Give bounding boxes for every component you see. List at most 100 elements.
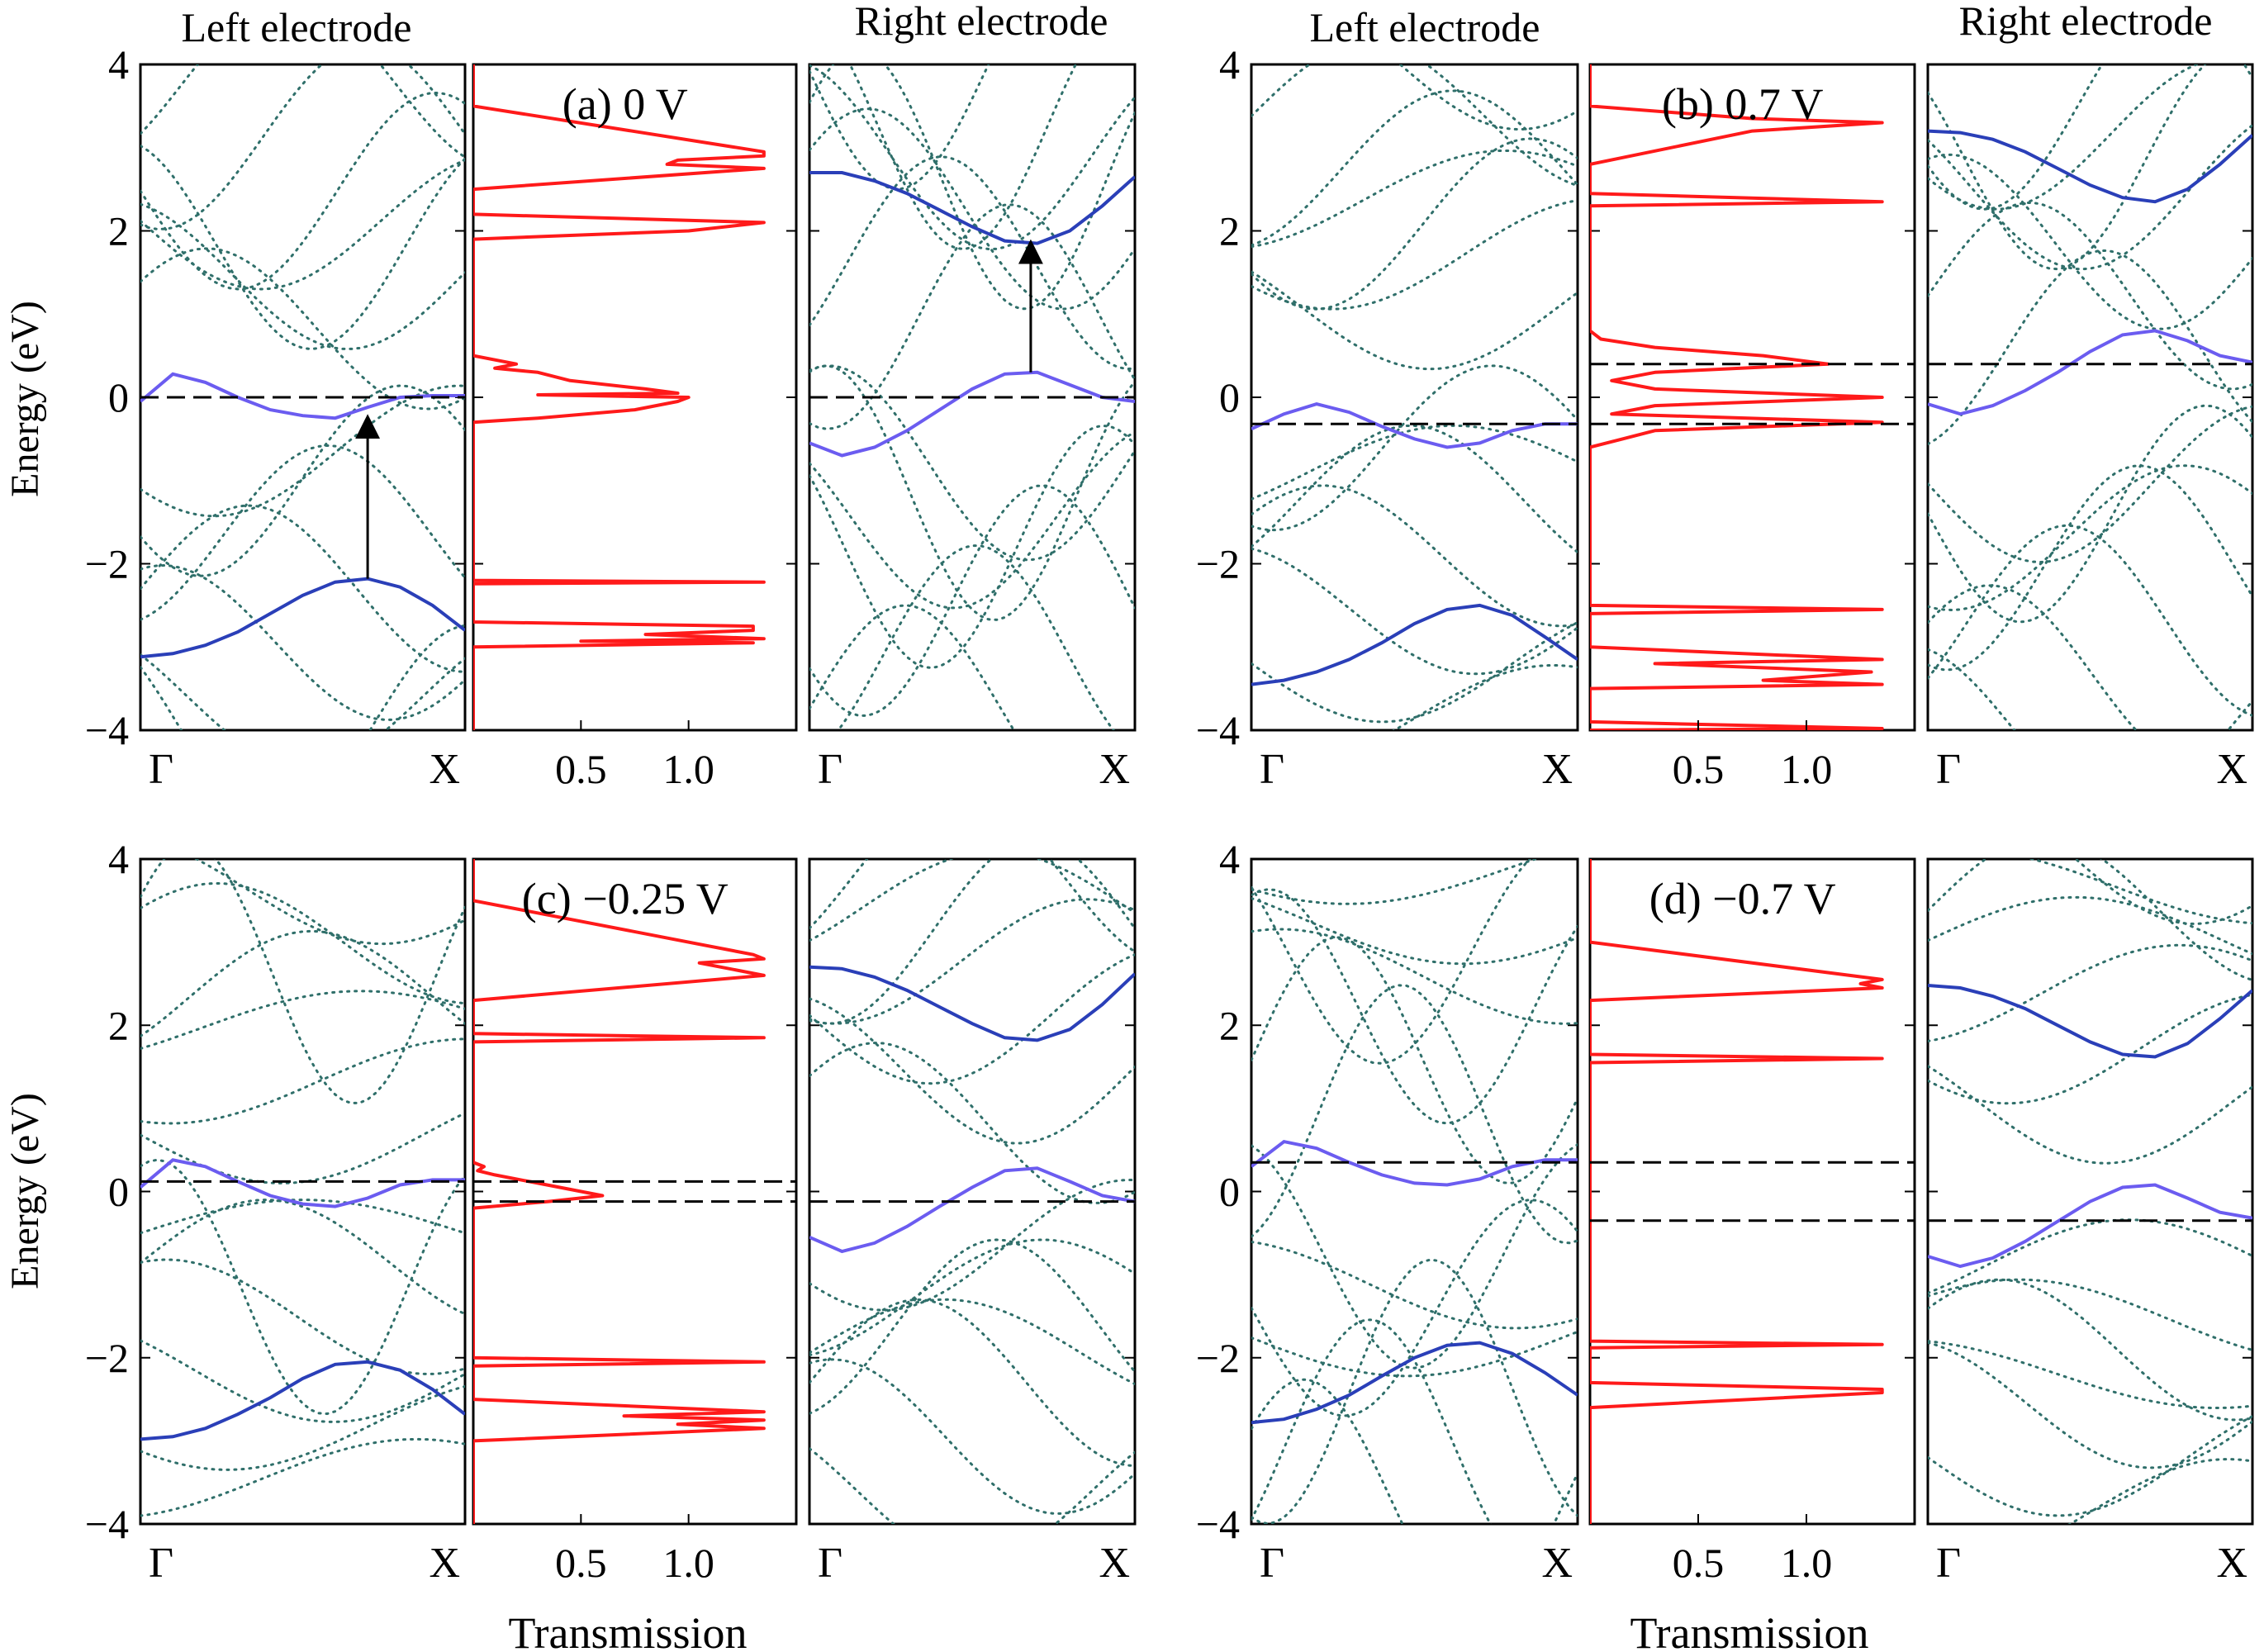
y-axis-label-top: Energy (eV) xyxy=(3,301,47,497)
band-lower-line xyxy=(1251,1341,1578,1425)
dotted-band-line xyxy=(809,1238,1135,1415)
dotted-band-line xyxy=(1928,1340,2252,1409)
dotted-band-line xyxy=(1251,149,1578,249)
band-plot-c-2 xyxy=(809,859,1135,1524)
energy-tick-label: 0 xyxy=(1219,1169,1240,1215)
dotted-band-line xyxy=(140,1437,465,1517)
dotted-band-line xyxy=(1251,424,1578,501)
k-tick-gamma: Γ xyxy=(818,1540,842,1587)
y-axis-label-bottom: Energy (eV) xyxy=(3,1093,47,1289)
dotted-band-line xyxy=(1251,859,1540,905)
dotted-band-line xyxy=(809,1298,1135,1468)
dotted-band-line xyxy=(1251,1378,1578,1524)
energy-tick-label: −4 xyxy=(85,707,129,753)
panel-title-c: (c) −0.25 V xyxy=(522,874,729,923)
panel-b-frame-0 xyxy=(1250,63,1579,732)
panel-c-frame-2 xyxy=(808,857,1137,1526)
left-electrode-title-ab-right: Left electrode xyxy=(1310,4,1540,50)
dotted-band-line xyxy=(1928,464,2252,672)
k-tick-gamma: Γ xyxy=(149,746,173,793)
dotted-band-line xyxy=(140,202,465,350)
dotted-band-line xyxy=(809,859,1135,953)
energy-tick-label: −2 xyxy=(85,1335,129,1381)
dotted-band-line xyxy=(848,64,1077,251)
dotted-band-line xyxy=(809,364,1135,621)
energy-tick-label: 2 xyxy=(1219,1002,1240,1048)
band-plot-c-0 xyxy=(140,859,465,1517)
energy-tick-label: −2 xyxy=(85,541,129,587)
dotted-band-line xyxy=(1251,1241,1578,1330)
band-upper-line xyxy=(140,1158,465,1208)
dotted-band-line xyxy=(140,990,465,1050)
dotted-band-line xyxy=(140,1112,465,1184)
transmission-tick-label: 0.5 xyxy=(555,746,607,792)
transmission-tick-label: 0.5 xyxy=(1673,746,1725,792)
transmission-line xyxy=(473,64,766,730)
dotted-band-line xyxy=(809,64,990,191)
dotted-band-line xyxy=(1928,405,2252,564)
dotted-band-line xyxy=(809,1178,1135,1312)
k-tick-x: X xyxy=(1099,746,1130,793)
dotted-band-line xyxy=(140,929,465,1037)
transmission-plot-c xyxy=(473,859,796,1524)
dotted-band-line xyxy=(140,1158,465,1416)
transmission-plot-a xyxy=(473,64,766,730)
transmission-tick-label: 1.0 xyxy=(662,746,714,792)
transmission-line xyxy=(1590,64,1884,730)
dotted-band-line xyxy=(140,145,465,351)
band-plot-b-2 xyxy=(1928,64,2252,730)
energy-tick-label: −2 xyxy=(1196,541,1240,587)
panel-c-frame-0 xyxy=(139,857,467,1526)
transmission-line xyxy=(473,859,766,1524)
band-plot-d-0 xyxy=(1251,859,1578,1524)
panel-d: 4 2 0 −2 −4 Γ X Γ X 0.5 1.0 (d) −0.7 V xyxy=(1196,836,2254,1587)
dotted-band-line xyxy=(2026,859,2252,925)
k-tick-gamma: Γ xyxy=(1936,1540,1961,1587)
energy-tick-label: −4 xyxy=(1196,707,1240,753)
band-upper-line xyxy=(1251,1139,1578,1187)
dotted-band-line xyxy=(140,882,465,1005)
dotted-band-line xyxy=(809,1238,1135,1357)
energy-tick-label: 0 xyxy=(108,374,129,420)
dotted-band-line xyxy=(1251,137,1578,311)
dotted-band-line xyxy=(140,91,465,291)
dotted-band-line xyxy=(1251,364,1578,532)
panel-d-frame-2 xyxy=(1926,857,2254,1526)
band-lower-line xyxy=(809,370,1135,458)
panel-b-frame-2 xyxy=(1926,63,2254,732)
dotted-band-line xyxy=(1251,199,1578,311)
dotted-band-line xyxy=(193,859,465,946)
transmission-line xyxy=(1590,859,1884,1524)
dotted-band-line xyxy=(1251,1143,1578,1370)
band-plot-b-0 xyxy=(1251,64,1578,730)
k-tick-x: X xyxy=(429,1540,460,1587)
transmission-plot-b xyxy=(1590,64,1915,730)
panel-a: 4 2 0 −2 −4 Γ X Γ X 0.5 1.0 (a) 0 V xyxy=(85,41,1137,793)
band-plot-a-2 xyxy=(809,64,1135,730)
dotted-band-line xyxy=(809,364,1135,562)
dotted-band-line xyxy=(809,424,1135,670)
dotted-band-line xyxy=(1928,202,2252,391)
energy-tick-label: −4 xyxy=(1196,1501,1240,1547)
transmission-plot-d xyxy=(1590,859,1915,1524)
dotted-band-line xyxy=(809,203,1135,430)
dotted-band-line xyxy=(140,563,465,721)
dotted-band-line xyxy=(1251,484,1578,628)
energy-tick-label: 4 xyxy=(108,41,129,88)
dotted-band-line xyxy=(1928,1341,2252,1469)
k-tick-x: X xyxy=(2216,746,2247,793)
energy-tick-label: −2 xyxy=(1196,1335,1240,1381)
k-tick-gamma: Γ xyxy=(818,746,842,793)
band-plot-a-0 xyxy=(140,64,465,730)
dotted-band-line xyxy=(140,384,465,518)
dotted-band-line xyxy=(1928,1278,2252,1422)
dotted-band-line xyxy=(140,64,465,230)
dotted-band-line xyxy=(809,1298,1135,1386)
dotted-band-line xyxy=(1251,928,1578,1025)
dotted-band-line xyxy=(809,859,1135,942)
k-tick-gamma: Γ xyxy=(1260,746,1284,793)
dotted-band-line xyxy=(809,64,1135,251)
energy-tick-label: 0 xyxy=(1219,374,1240,420)
band-upper-line xyxy=(809,965,1135,1042)
